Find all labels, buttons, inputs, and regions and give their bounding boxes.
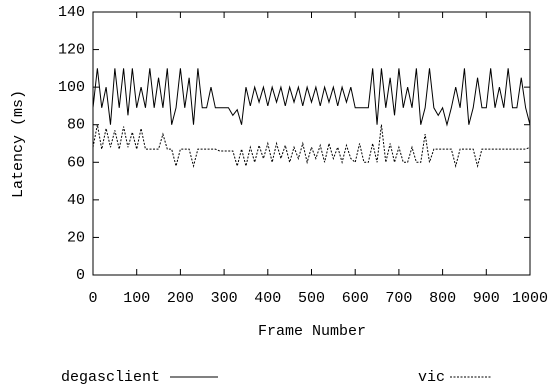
series-line [92, 124, 531, 169]
plot-frame [92, 11, 531, 276]
y-tick-label: 80 [67, 117, 85, 134]
x-tick-label: 700 [385, 290, 412, 307]
y-tick-label: 60 [67, 154, 85, 171]
x-tick-label: 100 [123, 290, 150, 307]
legend-label: vic [418, 369, 445, 386]
y-tick-label: 140 [58, 4, 85, 21]
y-tick-label: 120 [58, 42, 85, 59]
x-axis-label: Frame Number [258, 323, 366, 340]
x-tick-label: 500 [298, 290, 325, 307]
x-tick-label: 200 [167, 290, 194, 307]
x-tick-label: 400 [254, 290, 281, 307]
x-tick-label: 600 [342, 290, 369, 307]
legend-label: degasclient [61, 369, 160, 386]
series-line [92, 68, 531, 127]
y-axis-label: Latency (ms) [10, 90, 27, 198]
x-tick-label: 1000 [512, 290, 548, 307]
x-tick-label: 800 [429, 290, 456, 307]
y-tick-label: 40 [67, 192, 85, 209]
y-tick-label: 0 [76, 267, 85, 284]
x-tick-label: 300 [211, 290, 238, 307]
x-tick-label: 0 [88, 290, 97, 307]
x-tick-label: 900 [473, 290, 500, 307]
y-tick-label: 100 [58, 79, 85, 96]
y-tick-label: 20 [67, 229, 85, 246]
